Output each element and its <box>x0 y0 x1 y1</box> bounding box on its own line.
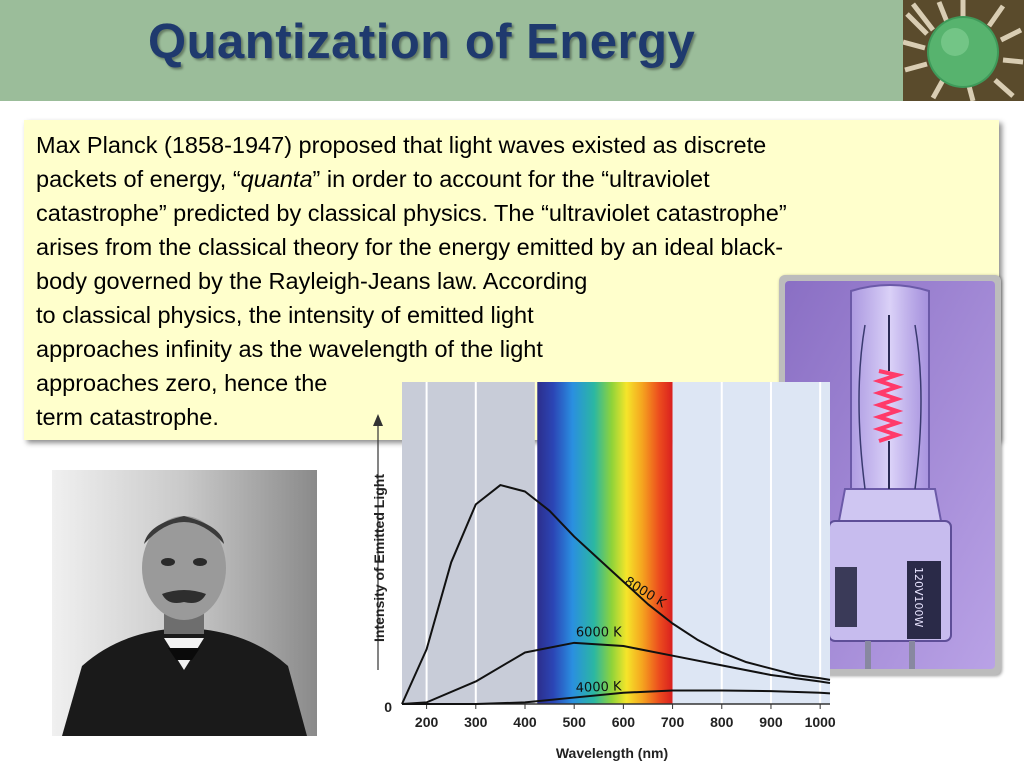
paragraph-line: approaches zero, hence the <box>36 366 976 400</box>
series-line-8000-K <box>401 484 831 705</box>
text-run: catastrophe <box>36 200 159 226</box>
y-tick-label: 0 <box>384 699 392 715</box>
quote-mark: “ <box>541 200 549 226</box>
slide-header <box>0 0 1024 101</box>
paragraph-line: approaches infinity as the wavelength of… <box>36 332 976 366</box>
cell-sphere-icon <box>903 0 1024 101</box>
x-tick-label: 700 <box>661 714 685 730</box>
bulb-imprint: 120V100W <box>912 567 925 628</box>
paragraph-line: body governed by the Rayleigh-Jeans law.… <box>36 264 976 298</box>
x-tick-label: 800 <box>710 714 734 730</box>
text-run: approaches infinity as the wavelength of… <box>36 336 543 362</box>
paragraph-line: Max Planck (1858-1947) proposed that lig… <box>36 128 976 162</box>
text-run: body governed by the Rayleigh-Jeans law.… <box>36 268 588 294</box>
paragraph: Max Planck (1858-1947) proposed that lig… <box>36 128 976 434</box>
quote-mark: ” <box>312 166 321 192</box>
series-line-4000-K <box>402 689 831 705</box>
text-run: to classical physics, the intensity of e… <box>36 302 534 328</box>
x-tick-label: 300 <box>464 714 488 730</box>
text-run: ultraviolet <box>609 166 710 192</box>
text-run: arises from the classical theory for the… <box>36 234 784 260</box>
blackbody-chart: 200 300 400 500 600 700 800 900 1000 8000 K 6000 … <box>362 370 842 766</box>
paragraph-line: term catastrophe. <box>36 400 976 434</box>
series-label: 4000 K <box>576 679 623 696</box>
y-axis-label: Intensity of Emitted Light <box>371 474 387 642</box>
x-tick-label: 900 <box>759 714 783 730</box>
text-run: predicted by classical physics. The <box>166 200 542 226</box>
text-run: ultraviolet catastrophe <box>548 200 779 226</box>
series-label: 6000 K <box>576 625 622 640</box>
x-tick-label: 1000 <box>805 714 836 730</box>
text-run: term catastrophe. <box>36 404 219 430</box>
text-run: approaches zero, hence the <box>36 370 328 396</box>
paragraph-line: catastrophe” predicted by classical phys… <box>36 196 976 230</box>
x-tick-label: 600 <box>612 714 636 730</box>
quanta-term: quanta <box>240 166 313 192</box>
x-tick-label: 200 <box>415 714 439 730</box>
text-run: Max Planck (1858-1947) proposed that lig… <box>36 132 767 158</box>
text-run: in order to account for the <box>320 166 602 192</box>
planck-portrait-icon <box>52 470 317 736</box>
y-axis-arrowhead <box>373 414 383 426</box>
text-run: packets of energy, <box>36 166 233 192</box>
quote-mark: ” <box>778 200 787 226</box>
page-title: Quantization of Energy <box>148 15 696 69</box>
quote-mark: “ <box>232 166 241 192</box>
region-visible <box>537 382 673 704</box>
region-infrared <box>672 382 830 704</box>
series-line-6000-K <box>401 641 831 705</box>
paragraph-line: packets of energy, “quanta” in order to … <box>36 162 976 196</box>
paragraph-line: arises from the classical theory for the… <box>36 230 976 264</box>
x-tick-label: 400 <box>513 714 537 730</box>
x-axis-label: Wavelength (nm) <box>556 745 668 761</box>
x-tick-label: 500 <box>563 714 587 730</box>
paragraph-line: to classical physics, the intensity of e… <box>36 298 976 332</box>
region-ultraviolet <box>402 382 535 704</box>
quote-mark: “ <box>601 166 610 192</box>
quote-mark: ” <box>158 200 167 226</box>
